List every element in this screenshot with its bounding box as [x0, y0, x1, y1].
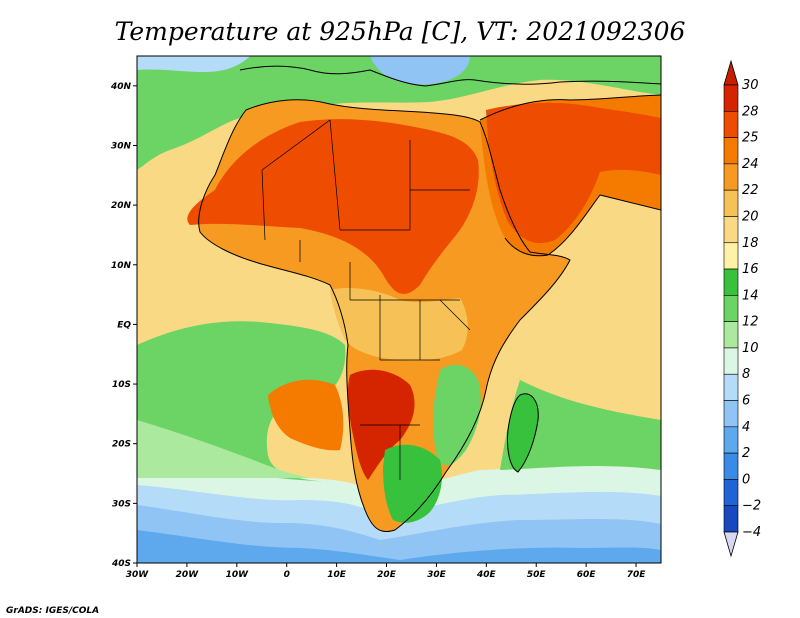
lon-tick-label: 60E [577, 570, 597, 580]
sahara-hot-core [187, 119, 479, 294]
colorbar-top-arrow [723, 59, 739, 86]
colorbar-label: −2 [742, 499, 761, 514]
lon-tick-label: 0 [284, 570, 290, 580]
lon-tick-label: 10E [327, 570, 347, 580]
colorbar-swatch [723, 189, 739, 217]
lat-tick-label: 20N [111, 201, 132, 211]
madagascar-coastline [507, 393, 539, 473]
colorbar-label: 14 [742, 288, 759, 303]
mediterranean-blue-field [370, 56, 470, 85]
lon-tick-label: 30W [126, 570, 150, 580]
colorbar-swatch [723, 84, 739, 112]
arabia-coastline [479, 94, 661, 257]
colorbar-label: 2 [742, 446, 750, 461]
lat-tick-label: 40S [111, 559, 131, 569]
colorbar-label: 22 [742, 183, 759, 198]
europe-coastline [239, 65, 661, 87]
indian-ocean-green-field [500, 380, 661, 470]
colorbar-label: 16 [742, 262, 759, 277]
colorbar-label: 0 [742, 472, 750, 487]
colorbar-swatch [723, 426, 739, 454]
lon-tick-label: 10W [226, 570, 250, 580]
colorbar-label: −4 [742, 525, 761, 540]
colorbar-label: 8 [742, 367, 750, 382]
south-atlantic-light-green-field [137, 420, 310, 478]
lat-tick-label: 30S [112, 499, 131, 509]
madagascar-field [507, 393, 539, 472]
lat-tick-label: 40N [110, 82, 132, 92]
colorbar-label: 28 [742, 104, 759, 119]
colorbar-label: 20 [742, 209, 759, 224]
lon-tick-label: 30E [427, 570, 447, 580]
colorbar-label: 6 [742, 394, 750, 409]
colorbar-swatch [723, 216, 739, 244]
lon-tick-label: 40E [476, 570, 497, 580]
country-borders [261, 119, 471, 480]
north-atlantic-blue-field [137, 56, 250, 72]
colorbar-swatch [723, 400, 739, 428]
colorbar-label: 30 [742, 78, 759, 93]
lat-tick-label: 30N [111, 141, 132, 151]
colorbar-swatch [723, 295, 739, 322]
southern-ocean-band-mid-blue [137, 530, 661, 563]
south-africa-green-field [383, 444, 442, 523]
temperature-map [137, 56, 661, 563]
map-frame [136, 55, 662, 564]
colorbar-label: 25 [742, 131, 759, 146]
colorbar-swatch [723, 321, 739, 349]
lat-tick-label: EQ [117, 320, 131, 330]
colorbar-bottom-arrow [723, 531, 739, 558]
arabia-hot-core [486, 102, 661, 244]
colorbar-swatch [723, 110, 739, 138]
colorbar-label: 18 [742, 236, 759, 251]
map-title: Temperature at 925hPa [C], VT: 202109230… [115, 17, 686, 46]
east-africa-green-field [433, 364, 481, 466]
colorbar-label: 4 [742, 420, 750, 435]
lat-tick-label: 10S [112, 380, 131, 390]
colorbar-swatch [723, 452, 739, 480]
central-africa-pale-field [330, 288, 468, 361]
colorbar-swatch [723, 347, 739, 375]
longitude-axis: 30W 20W 10W 0 10E 20E 30E 40E 50E 60E 70E [126, 563, 646, 580]
colorbar-swatch [723, 505, 739, 533]
colorbar-swatch [723, 242, 739, 270]
colorbar-label: 24 [742, 157, 759, 172]
colorbar-swatch [723, 163, 739, 191]
africa-coastline [198, 99, 571, 533]
lon-tick-label: 20E [377, 570, 397, 580]
colorbar-swatch [723, 268, 739, 296]
grads-credit: GrADS: IGES/COLA [6, 606, 99, 616]
latitude-axis: 40N 30N 20N 10N EQ 10S 20S 30S 40S [110, 82, 137, 569]
colorbar-swatch [723, 479, 739, 507]
southwest-africa-warm-field [268, 379, 344, 451]
colorbar-swatch [723, 137, 739, 165]
colorbar-label: 12 [742, 315, 759, 330]
mediterranean-green-field [137, 56, 661, 170]
lon-tick-label: 70E [627, 570, 647, 580]
colorbar-label: 10 [742, 341, 759, 356]
lat-tick-label: 20S [112, 440, 131, 450]
lat-tick-label: 10N [111, 261, 132, 271]
lon-tick-label: 20W [176, 570, 200, 580]
lon-tick-label: 50E [527, 570, 547, 580]
colorbar-swatch [723, 373, 739, 401]
